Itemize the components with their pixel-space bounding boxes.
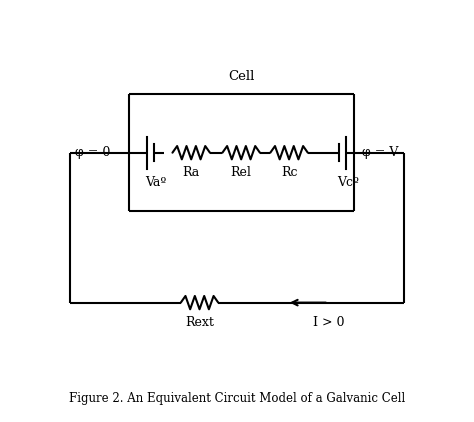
Text: Figure 2. An Equivalent Circuit Model of a Galvanic Cell: Figure 2. An Equivalent Circuit Model of… bbox=[69, 392, 405, 405]
Text: Vaº: Vaº bbox=[146, 176, 167, 189]
Text: Rext: Rext bbox=[185, 316, 214, 329]
Text: Cell: Cell bbox=[228, 70, 255, 83]
Text: φ = V: φ = V bbox=[362, 146, 399, 159]
Text: Ra: Ra bbox=[182, 166, 200, 179]
Text: Vcº: Vcº bbox=[337, 176, 359, 189]
Text: I > 0: I > 0 bbox=[313, 316, 345, 329]
Text: Rc: Rc bbox=[281, 166, 297, 179]
Text: Rel: Rel bbox=[231, 166, 252, 179]
Text: φ = 0: φ = 0 bbox=[75, 146, 111, 159]
